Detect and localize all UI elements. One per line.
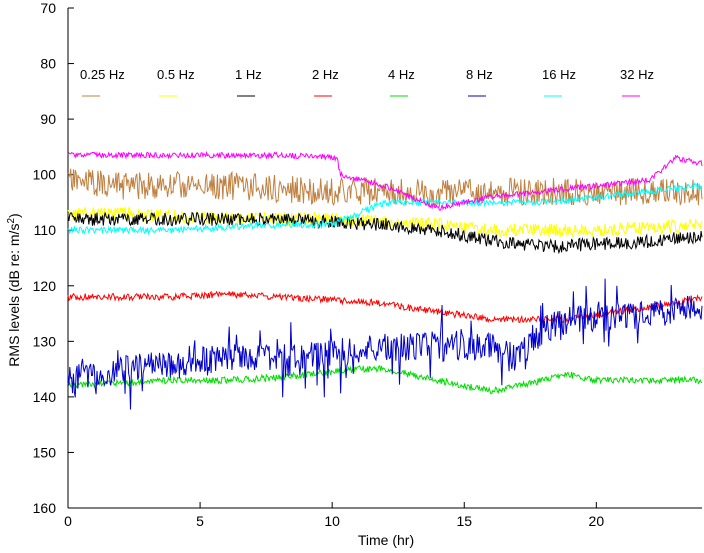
x-tick-label: 5 xyxy=(196,513,204,529)
y-tick-label: 160 xyxy=(33,500,57,516)
series-line-32-hz xyxy=(67,150,703,211)
axes xyxy=(67,8,702,509)
legend-label-0-25-hz: 0.25 Hz xyxy=(80,67,125,82)
y-axis-label-close: ) xyxy=(6,213,22,218)
y-axis-label: RMS levels (dB re: m/s2) xyxy=(6,213,22,366)
y-axis-label-superscript: 2 xyxy=(6,218,17,224)
y-tick-label: 90 xyxy=(40,111,56,127)
legend-label-0-5-hz: 0.5 Hz xyxy=(157,67,195,82)
series-line-0-5-hz xyxy=(67,205,703,238)
legend-label-32-hz: 32 Hz xyxy=(620,67,654,82)
y-tick-label: 70 xyxy=(40,0,56,16)
legend-label-4-hz: 4 Hz xyxy=(388,67,415,82)
x-tick-label: 20 xyxy=(589,513,605,529)
y-tick-label: 120 xyxy=(33,278,57,294)
y-tick-label: 80 xyxy=(40,56,56,72)
legend-label-16-hz: 16 Hz xyxy=(542,67,576,82)
ticks: 70 80 90 100 110 120 130 140 150 160 0 5 10 15 20 xyxy=(33,0,605,529)
legend-label-2-hz: 2 Hz xyxy=(312,67,339,82)
x-tick-label: 10 xyxy=(324,513,340,529)
y-tick-label: 100 xyxy=(33,167,57,183)
y-tick-label: 150 xyxy=(33,444,57,460)
series-line-8-hz xyxy=(67,278,703,410)
y-tick-label: 130 xyxy=(33,333,57,349)
y-axis-label-main: RMS levels (dB re: m/s xyxy=(6,224,22,367)
legend: 0.25 Hz 0.5 Hz 1 Hz 2 Hz 4 Hz 8 Hz 16 Hz 32 Hz xyxy=(80,67,654,97)
x-axis-label: Time (hr) xyxy=(358,532,414,548)
y-tick-label: 140 xyxy=(33,389,57,405)
legend-label-8-hz: 8 Hz xyxy=(466,67,493,82)
y-tick-label: 110 xyxy=(34,222,57,238)
series-line-0-25-hz xyxy=(67,168,703,208)
series-line-1-hz xyxy=(67,211,703,255)
series-line-16-hz xyxy=(67,182,703,236)
series-line-2-hz xyxy=(67,290,703,324)
legend-label-1-hz: 1 Hz xyxy=(235,67,262,82)
series-line-4-hz xyxy=(67,365,703,395)
x-tick-label: 0 xyxy=(64,513,72,529)
x-tick-label: 15 xyxy=(456,513,472,529)
series-layer xyxy=(67,150,703,410)
